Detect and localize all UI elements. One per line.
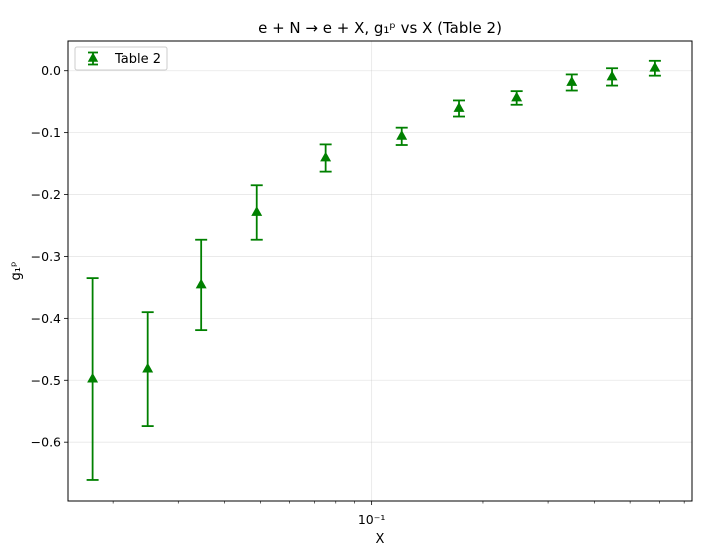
data-point [453, 102, 465, 112]
data-point [87, 372, 99, 383]
data-point [566, 76, 578, 86]
legend-marker-icon [87, 51, 99, 66]
x-tick-label: 10⁻¹ [358, 512, 386, 527]
y-tick-label: −0.3 [31, 249, 61, 264]
data-point [606, 70, 618, 81]
y-tick-label: −0.4 [31, 311, 61, 326]
legend-entry-label: Table 2 [114, 52, 161, 67]
data-point [251, 206, 263, 216]
plot-frame [67, 40, 693, 502]
legend: Table 2 [74, 46, 168, 71]
legend-triangle-icon [87, 52, 99, 62]
data-point [320, 151, 332, 162]
data-series [86, 59, 661, 481]
axis-ticks: 0.0 −0.1 −0.2 −0.3 −0.4 −0.5 −0.6 10⁻¹ [31, 63, 685, 527]
y-tick-label: −0.6 [31, 435, 61, 450]
data-point [396, 130, 408, 140]
y-tick-label: −0.1 [31, 125, 61, 140]
y-tick-label: 0.0 [41, 63, 61, 78]
data-point [511, 91, 523, 102]
y-axis-label: g₁ᵖ [9, 261, 24, 280]
x-axis-label: X [376, 532, 385, 547]
chart-title: e + N → e + X, g₁ᵖ vs X (Table 2) [258, 19, 502, 37]
data-point [649, 61, 661, 72]
data-point [195, 278, 207, 289]
y-tick-label: −0.2 [31, 187, 61, 202]
data-point [142, 362, 154, 373]
y-tick-label: −0.5 [31, 373, 61, 388]
grid [68, 41, 692, 501]
